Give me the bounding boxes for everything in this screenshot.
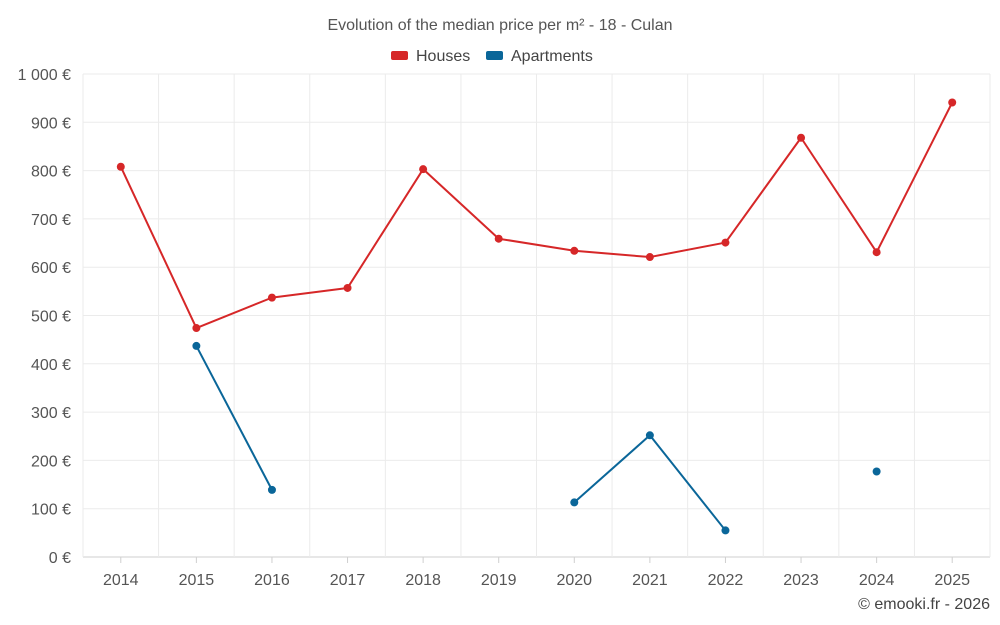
- y-tick-label: 500 €: [31, 309, 71, 326]
- data-point-apartments[interactable]: [645, 431, 654, 440]
- data-point-houses[interactable]: [948, 98, 957, 107]
- credit-text: © emooki.fr - 2026: [858, 596, 990, 613]
- y-tick-label: 1 000 €: [18, 67, 71, 84]
- x-tick-label: 2024: [859, 572, 895, 589]
- series-apartments: [192, 341, 881, 535]
- x-axis-ticks: 2014 2015 2016 2017 2018 2019 2020 2021 2022 2023…: [103, 572, 970, 589]
- legend-item-houses[interactable]: Houses: [391, 48, 470, 65]
- grid: [82, 73, 991, 563]
- data-point-houses[interactable]: [267, 293, 276, 302]
- data-point-apartments[interactable]: [721, 526, 730, 535]
- data-point-houses[interactable]: [645, 253, 654, 262]
- data-point-houses[interactable]: [570, 246, 579, 255]
- chart-title: Evolution of the median price per m² - 1…: [327, 17, 672, 34]
- y-tick-label: 0 €: [49, 550, 71, 567]
- legend: Houses Apartments: [391, 48, 593, 65]
- x-tick-label: 2025: [934, 572, 970, 589]
- legend-swatch-apartments: [486, 51, 503, 60]
- y-tick-label: 900 €: [31, 115, 71, 132]
- data-point-houses[interactable]: [872, 248, 881, 257]
- y-axis-ticks: 0 € 100 € 200 € 300 € 400 € 500 € 600 € 700 € 80…: [18, 67, 71, 567]
- x-tick-label: 2018: [405, 572, 441, 589]
- series-line-apartments: [573, 434, 727, 532]
- legend-label-apartments: Apartments: [511, 48, 593, 65]
- data-point-apartments[interactable]: [570, 498, 579, 507]
- data-point-apartments[interactable]: [872, 467, 881, 476]
- data-point-apartments[interactable]: [267, 485, 276, 494]
- series-line-apartments: [195, 345, 273, 491]
- legend-swatch-houses: [391, 51, 408, 60]
- series: [116, 98, 957, 535]
- x-tick-label: 2015: [179, 572, 215, 589]
- data-point-houses[interactable]: [192, 324, 201, 333]
- x-tick-label: 2014: [103, 572, 139, 589]
- y-tick-label: 100 €: [31, 502, 71, 519]
- data-point-houses[interactable]: [797, 133, 806, 142]
- series-line-houses: [119, 102, 954, 330]
- x-tick-label: 2022: [708, 572, 744, 589]
- series-houses: [116, 98, 957, 333]
- x-tick-label: 2019: [481, 572, 517, 589]
- data-point-houses[interactable]: [343, 283, 352, 292]
- y-tick-label: 200 €: [31, 453, 71, 470]
- x-tick-label: 2016: [254, 572, 290, 589]
- data-point-houses[interactable]: [721, 238, 730, 247]
- y-tick-label: 300 €: [31, 405, 71, 422]
- y-tick-label: 700 €: [31, 212, 71, 229]
- legend-item-apartments[interactable]: Apartments: [486, 48, 593, 65]
- data-point-houses[interactable]: [116, 162, 125, 171]
- y-tick-label: 800 €: [31, 164, 71, 181]
- y-tick-label: 400 €: [31, 357, 71, 374]
- data-point-apartments[interactable]: [192, 341, 201, 350]
- legend-label-houses: Houses: [416, 48, 470, 65]
- x-tick-label: 2017: [330, 572, 366, 589]
- data-point-houses[interactable]: [494, 234, 503, 243]
- x-tick-label: 2020: [556, 572, 592, 589]
- data-point-houses[interactable]: [419, 165, 428, 174]
- y-tick-label: 600 €: [31, 260, 71, 277]
- x-tick-label: 2021: [632, 572, 668, 589]
- x-tick-label: 2023: [783, 572, 819, 589]
